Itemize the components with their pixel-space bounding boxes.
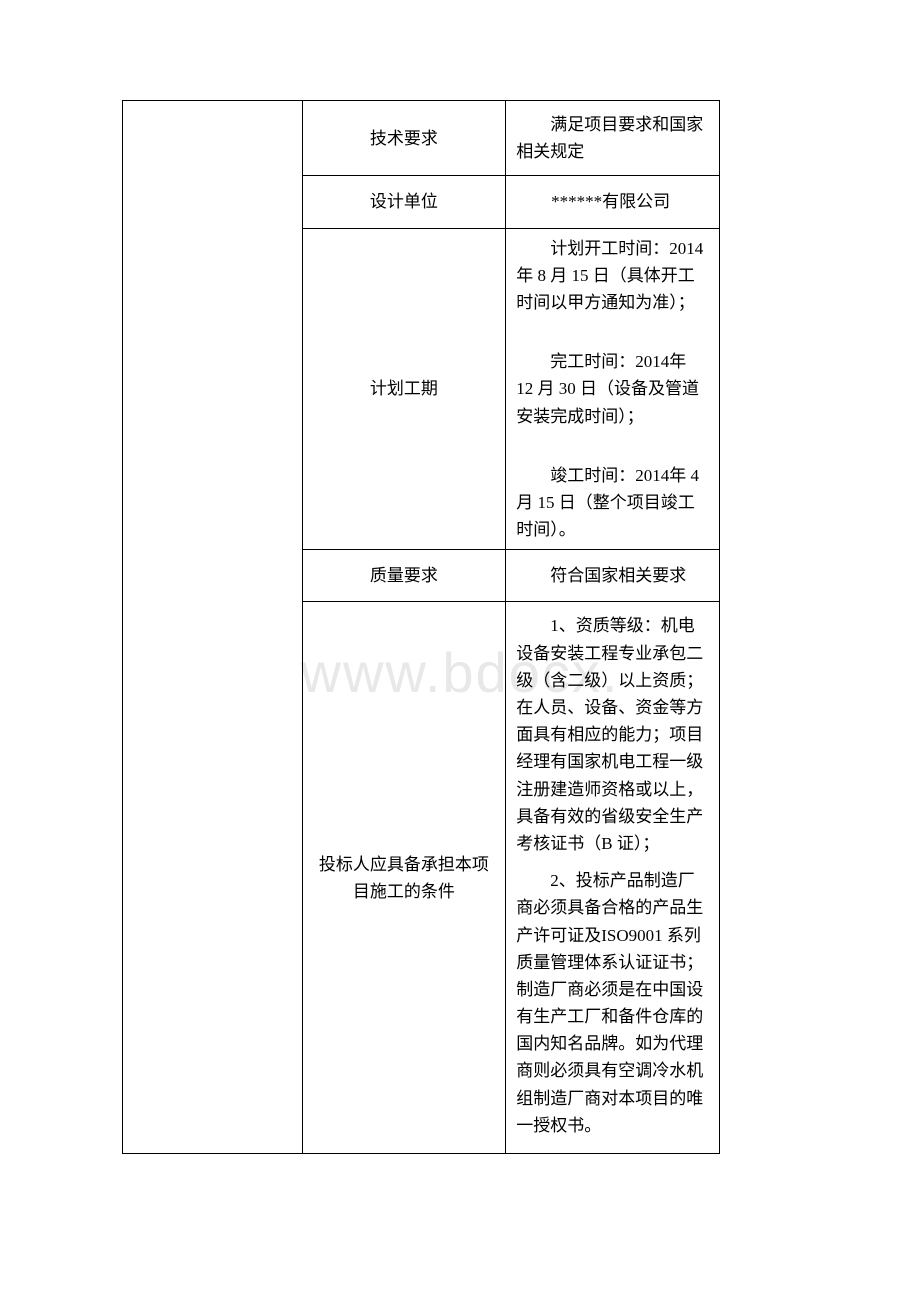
schedule-start: 计划开工时间：2014 年 8 月 15 日（具体开工时间以甲方通知为准）； [516,235,705,317]
bidder-para2: 2、投标产品制造厂商必须具备合格的产品生产许可证及ISO9001 系列质量管理体… [516,867,705,1139]
tech-req-label: 技术要求 [302,101,506,176]
design-unit-label: 设计单位 [302,176,506,228]
schedule-label: 计划工期 [302,228,506,550]
quality-value: 符合国家相关要求 [506,550,720,602]
document-table: 技术要求 满足项目要求和国家相关规定 设计单位 ******有限公司 计划工期 … [122,100,720,1154]
bidder-value: 1、资质等级：机电设备安装工程专业承包二级（含二级）以上资质；在人员、设备、资金… [506,602,720,1154]
col1-empty [123,101,303,1154]
schedule-finish: 完工时间：2014年 12 月 30 日（设备及管道安装完成时间）； [516,348,705,430]
design-unit-value: ******有限公司 [506,176,720,228]
schedule-value: 计划开工时间：2014 年 8 月 15 日（具体开工时间以甲方通知为准）； 完… [506,228,720,550]
row-tech-req: 技术要求 满足项目要求和国家相关规定 [123,101,720,176]
bidder-label: 投标人应具备承担本项目施工的条件 [302,602,506,1154]
bidder-para1: 1、资质等级：机电设备安装工程专业承包二级（含二级）以上资质；在人员、设备、资金… [516,612,705,857]
tech-req-value: 满足项目要求和国家相关规定 [506,101,720,176]
schedule-completion: 竣工时间：2014年 4 月 15 日（整个项目竣工时间）。 [516,462,705,544]
quality-label: 质量要求 [302,550,506,602]
